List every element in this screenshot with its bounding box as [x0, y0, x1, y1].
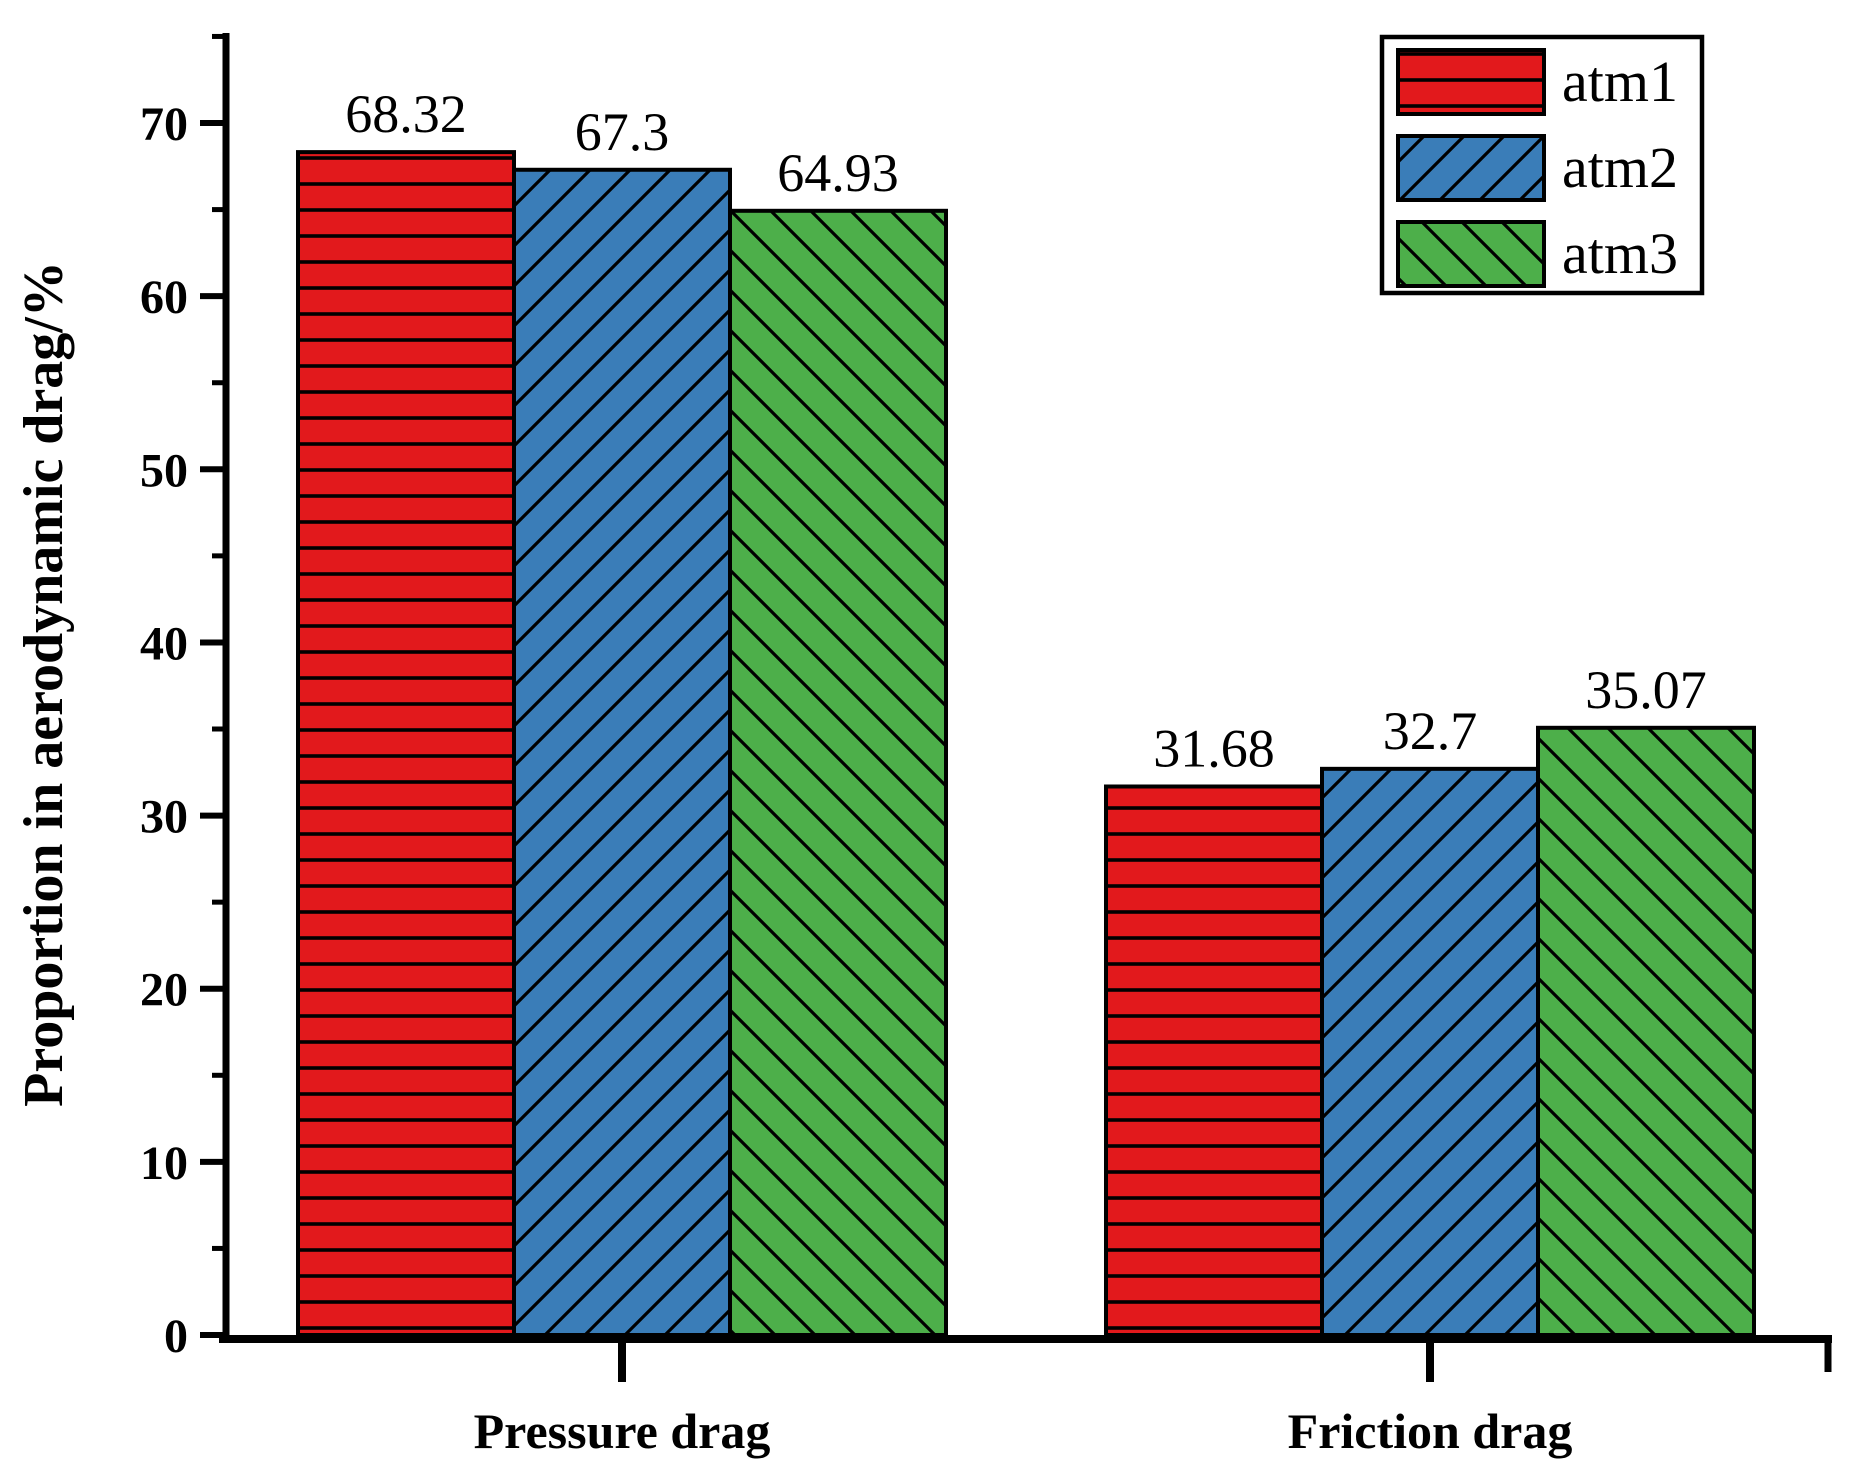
y-tick-label-20: 20: [140, 964, 188, 1017]
bar-hatch-pressure-drag-atm2: [512, 167, 732, 1337]
value-label-pressure-drag-atm3: 64.93: [777, 143, 899, 203]
legend-label-atm3: atm3: [1562, 221, 1678, 286]
value-label-pressure-drag-atm1: 68.32: [345, 84, 467, 144]
value-label-friction-drag-atm2: 32.7: [1383, 701, 1478, 761]
y-tick-label-50: 50: [140, 444, 188, 497]
x-category-label-friction-drag: Friction drag: [1288, 1403, 1573, 1459]
legend-swatch-hatch-atm3: [1396, 220, 1546, 288]
legend: atm1 atm2 atm3: [1379, 34, 1705, 296]
legend-label-atm2: atm2: [1562, 135, 1678, 200]
legend-swatch-hatch-atm2: [1396, 134, 1546, 202]
bar-hatch-pressure-drag-atm3: [728, 208, 948, 1337]
bar-hatch-friction-drag-atm3: [1536, 725, 1756, 1337]
bars-group: [296, 150, 1756, 1337]
y-tick-label-30: 30: [140, 791, 188, 844]
y-tick-label-0: 0: [164, 1310, 188, 1363]
bar-hatch-friction-drag-atm2: [1320, 766, 1540, 1337]
value-label-friction-drag-atm3: 35.07: [1585, 660, 1707, 720]
y-tick-label-10: 10: [140, 1137, 188, 1190]
bar-hatch-pressure-drag-atm1: [296, 150, 516, 1337]
legend-swatch-hatch-atm1: [1396, 48, 1546, 116]
value-labels-group: 68.32 67.3 64.93 31.68 32.7 35.07: [345, 84, 1707, 778]
y-tick-label-60: 60: [140, 271, 188, 324]
x-category-label-pressure-drag: Pressure drag: [474, 1403, 771, 1459]
axes-group: 0 10 20 30 40 50 60 70 Pressure drag Friction dra…: [13, 33, 1832, 1459]
y-tick-label-40: 40: [140, 617, 188, 670]
value-label-friction-drag-atm1: 31.68: [1153, 718, 1275, 778]
y-axis-title: Proportion in aerodynamic drag/%: [13, 261, 75, 1107]
bar-hatch-friction-drag-atm1: [1104, 784, 1324, 1337]
y-tick-label-70: 70: [140, 98, 188, 151]
legend-label-atm1: atm1: [1562, 49, 1678, 114]
value-label-pressure-drag-atm2: 67.3: [575, 102, 670, 162]
